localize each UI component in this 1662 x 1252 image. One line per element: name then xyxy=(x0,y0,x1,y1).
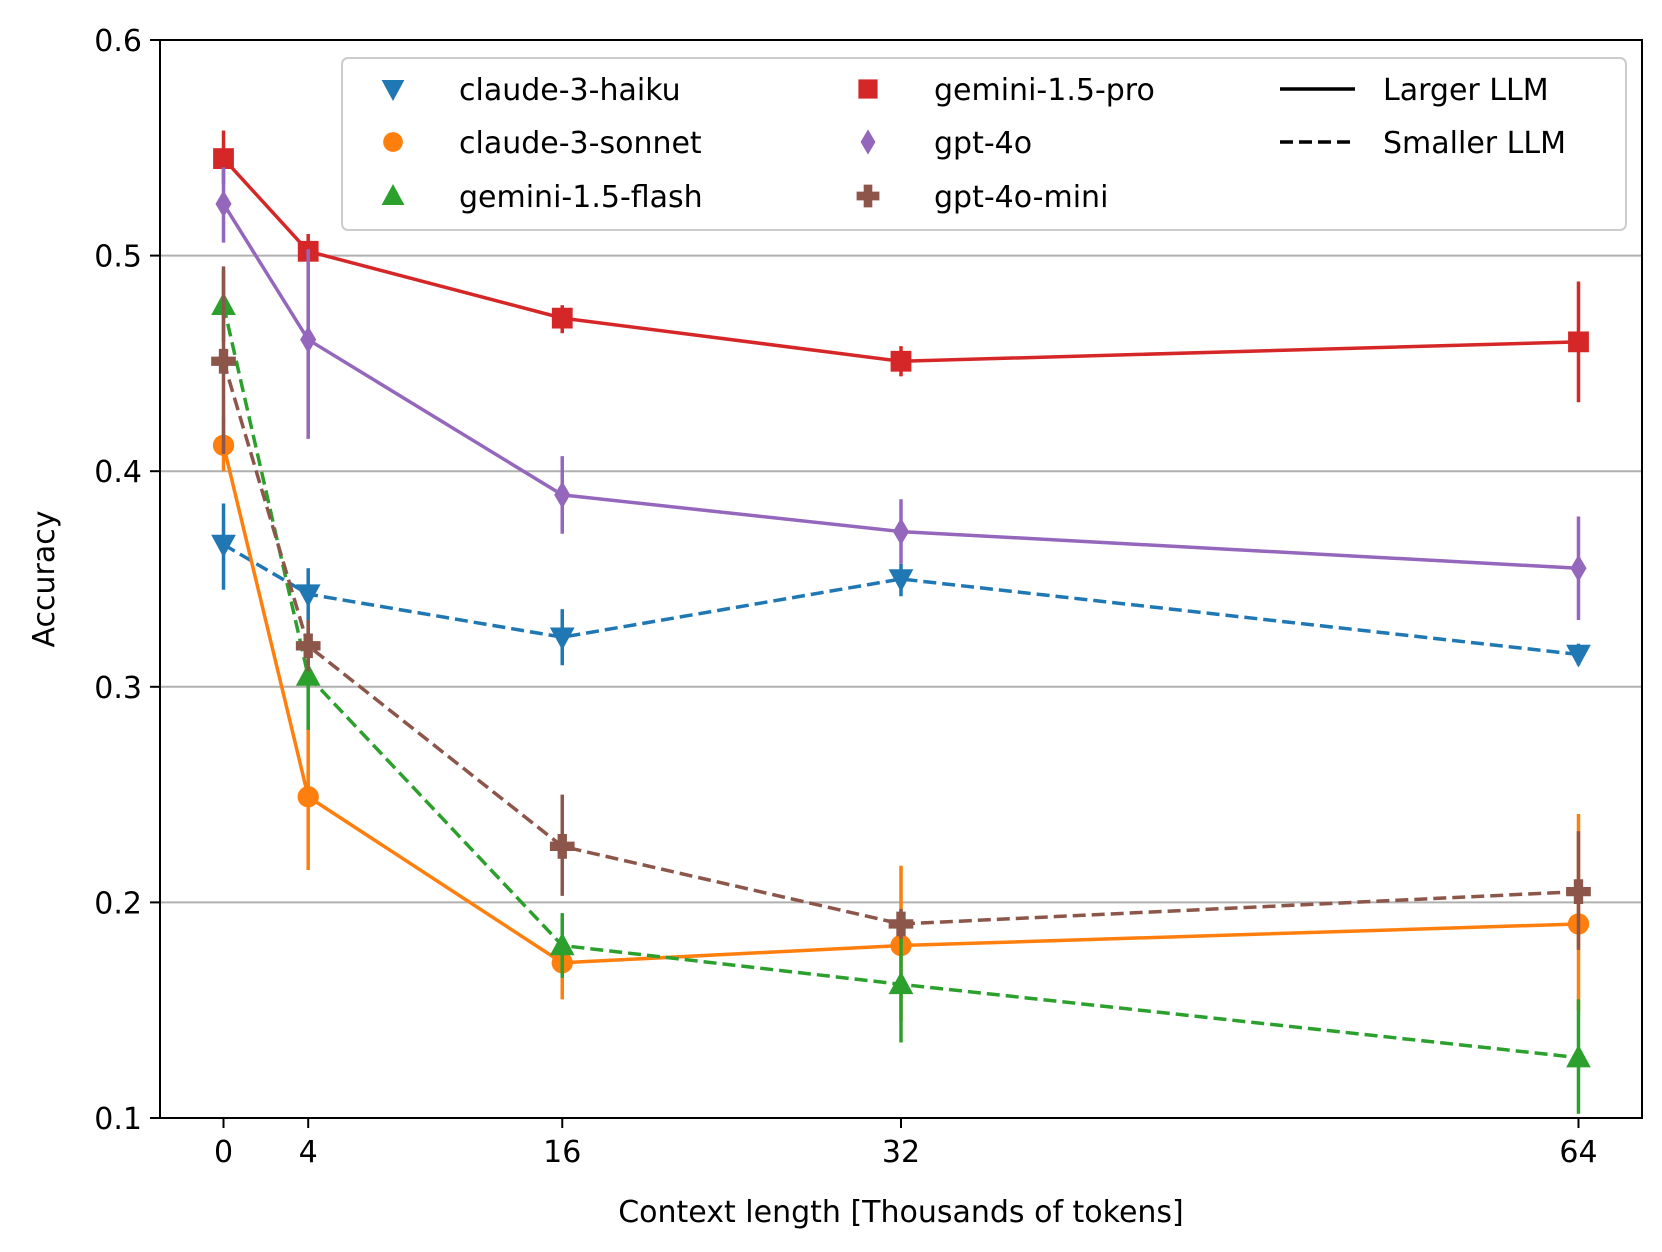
y-tick-label: 0.2 xyxy=(94,886,142,921)
data-point xyxy=(1568,331,1589,353)
data-point xyxy=(890,350,912,372)
legend-label: gemini-1.5-flash xyxy=(459,180,703,215)
y-tick-label: 0.6 xyxy=(94,24,142,59)
legend-item: gpt-4o xyxy=(860,126,1032,161)
data-point xyxy=(1566,1044,1591,1068)
data-point xyxy=(295,584,321,608)
data-point xyxy=(211,348,236,374)
data-point xyxy=(295,633,321,659)
data-point xyxy=(549,932,575,956)
data-point xyxy=(549,627,575,651)
data-point xyxy=(211,534,236,558)
x-tick-label: 32 xyxy=(882,1135,920,1170)
legend-marker xyxy=(856,184,880,208)
data-point xyxy=(888,911,914,937)
data-point xyxy=(295,663,321,686)
data-point xyxy=(1566,879,1591,904)
data-point xyxy=(300,326,317,354)
data-point xyxy=(551,307,573,329)
legend-label: claude-3-haiku xyxy=(459,73,681,108)
legend-marker xyxy=(381,184,405,205)
y-tick-label: 0.1 xyxy=(94,1102,142,1137)
legend-item: claude-3-sonnet xyxy=(383,126,702,161)
data-point xyxy=(297,786,319,808)
legend-item: gemini-1.5-pro xyxy=(858,73,1155,108)
legend-marker xyxy=(860,129,876,155)
data-point xyxy=(892,517,910,546)
x-tick-label: 16 xyxy=(543,1135,581,1170)
series-layer xyxy=(211,130,1591,1114)
legend-item: claude-3-haiku xyxy=(381,73,681,108)
y-tick-label: 0.3 xyxy=(94,671,142,706)
ticks: 0.1 0.2 0.3 0.4 0.5 0.6 0 4 16 32 64 xyxy=(94,24,1597,1170)
series-line xyxy=(222,542,1579,657)
x-axis-label: Context length [Thousands of tokens] xyxy=(618,1195,1184,1230)
legend-label: claude-3-sonnet xyxy=(459,126,702,161)
data-point xyxy=(213,148,234,169)
legend-item: gemini-1.5-flash xyxy=(381,180,703,215)
data-point xyxy=(1570,554,1587,582)
legend-marker xyxy=(383,132,403,152)
legend-marker xyxy=(381,80,405,101)
legend-marker xyxy=(858,79,878,99)
data-point xyxy=(549,833,575,859)
legend-label: Larger LLM xyxy=(1383,73,1549,108)
data-point xyxy=(888,569,914,592)
legend-label: gpt-4o xyxy=(934,126,1032,161)
x-tick-label: 64 xyxy=(1559,1135,1597,1170)
data-point xyxy=(888,971,914,995)
legend: claude-3-haiku claude-3-sonnet gemini-1.5-… xyxy=(341,57,1627,231)
grid xyxy=(160,254,1642,904)
x-tick-label: 4 xyxy=(299,1135,318,1170)
y-tick-label: 0.4 xyxy=(94,455,142,490)
data-point xyxy=(1566,644,1591,668)
y-axis-label: Accuracy xyxy=(27,511,62,648)
legend-item: Smaller LLM xyxy=(1280,126,1566,161)
legend-label: gemini-1.5-pro xyxy=(934,73,1155,108)
legend-label: Smaller LLM xyxy=(1383,126,1566,161)
data-point xyxy=(215,190,232,218)
legend-item: gpt-4o-mini xyxy=(856,180,1108,215)
legend-label: gpt-4o-mini xyxy=(934,180,1108,215)
series-claude-3-haiku xyxy=(211,503,1591,668)
x-tick-label: 0 xyxy=(214,1135,233,1170)
data-point xyxy=(554,481,571,509)
series-gpt-4o xyxy=(215,167,1587,620)
legend-box xyxy=(341,57,1627,231)
series-gpt-4o-mini xyxy=(211,266,1591,950)
y-tick-label: 0.5 xyxy=(94,240,142,275)
legend-item: Larger LLM xyxy=(1280,73,1549,108)
